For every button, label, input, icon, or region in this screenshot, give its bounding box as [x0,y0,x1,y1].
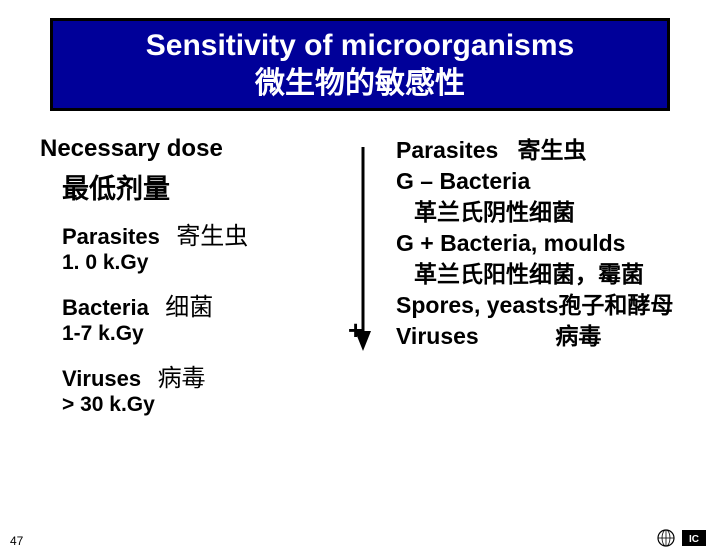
list-cn: 革兰氏阴性细菌 [414,199,575,225]
partner-logo-icon: IC [682,530,706,546]
dose-value: > 30 k.Gy [62,393,155,416]
dose-trans: 寄生虫 [176,216,248,251]
who-logo-icon [656,528,676,548]
dose-name: Viruses [62,366,141,392]
list-item: 革兰氏阳性细菌，霉菌 [396,259,690,290]
footer-logos: IC [656,528,706,548]
title-line-2: 微生物的敏感性 [63,65,657,103]
sensitivity-list: Parasites 寄生虫 G – Bacteria 革兰氏阴性细菌 G + B… [360,135,690,352]
list-item: G + Bacteria, moulds [396,228,690,259]
left-column: Necessary dose 最低剂量 Parasites 寄生虫 1. 0 k… [40,135,340,429]
list-en: Viruses [396,323,479,349]
list-item: G – Bacteria [396,166,690,197]
page-number: 47 [10,534,23,548]
list-en: G + Bacteria, moulds [396,230,625,256]
dose-heading-cn: 最低剂量 [62,167,340,206]
dose-heading-en: Necessary dose [40,135,340,163]
dose-row: Parasites 寄生虫 1. 0 k.Gy [62,216,340,275]
right-column: + Parasites 寄生虫 G – Bacteria 革兰氏阴性细菌 G +… [340,135,690,429]
dose-row: Viruses 病毒 > 30 k.Gy [62,358,340,417]
dose-value: 1. 0 k.Gy [62,251,148,274]
list-en: G – Bacteria [396,168,530,194]
list-item: 革兰氏阴性细菌 [396,197,690,228]
title-line-1: Sensitivity of microorganisms [63,27,657,65]
list-item: Viruses 病毒 [396,321,690,352]
plus-icon: + [348,315,363,346]
content-area: Necessary dose 最低剂量 Parasites 寄生虫 1. 0 k… [0,135,720,429]
dose-trans: 细菌 [165,287,213,322]
list-cn: 革兰氏阳性细菌，霉菌 [414,261,644,287]
list-en: Spores, yeasts [396,292,558,318]
dose-trans: 病毒 [158,358,206,393]
dose-name: Bacteria [62,295,149,321]
list-en: Parasites [396,137,498,163]
dose-value: 1-7 k.Gy [62,322,144,345]
list-item: Parasites 寄生虫 [396,135,690,166]
dose-table: Parasites 寄生虫 1. 0 k.Gy Bacteria 细菌 1-7 … [62,216,340,417]
title-box: Sensitivity of microorganisms 微生物的敏感性 [50,18,670,111]
list-item: Spores, yeasts孢子和酵母 [396,290,690,321]
list-cn: 孢子和酵母 [558,292,673,318]
dose-row: Bacteria 细菌 1-7 k.Gy [62,287,340,346]
dose-name: Parasites [62,224,160,250]
list-cn: 寄生虫 [517,137,586,163]
list-cn: 病毒 [555,323,601,349]
